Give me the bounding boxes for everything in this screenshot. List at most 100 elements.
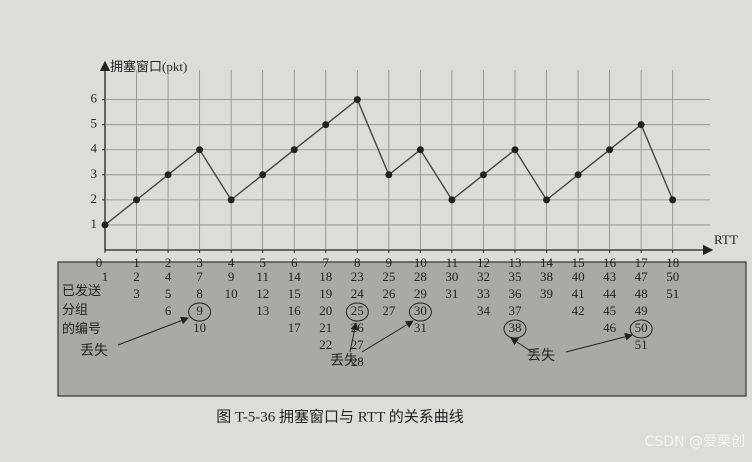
packet-number: 21 [319, 320, 332, 335]
point [196, 146, 204, 154]
annotation: 丢失 [527, 348, 555, 364]
packet-number: 32 [477, 269, 490, 284]
loss-circle [503, 319, 527, 339]
packet-number: 35 [509, 269, 522, 284]
x-tick-label: 13 [509, 255, 522, 270]
packet-number: 48 [635, 286, 648, 301]
point [385, 171, 393, 179]
x-tick-label: 1 [133, 255, 140, 270]
packet-number: 31 [445, 286, 458, 301]
loss-circle [188, 302, 212, 322]
packet-number: 23 [351, 269, 364, 284]
x-tick-label: 5 [259, 255, 266, 270]
packet-number: 51 [635, 337, 648, 352]
y-tick-label: 4 [91, 141, 98, 156]
packet-number: 10 [193, 320, 206, 335]
point [322, 121, 330, 129]
y-tick-label: 2 [91, 191, 98, 206]
point [101, 221, 109, 229]
loss-circle [408, 302, 432, 322]
point [543, 196, 551, 204]
packet-number: 28 [414, 269, 427, 284]
packet-number: 27 [382, 303, 396, 318]
x-tick-label: 9 [386, 255, 393, 270]
point [353, 96, 361, 104]
y-tick-label: 1 [91, 216, 98, 231]
x-tick-label: 18 [666, 255, 679, 270]
x-tick-label: 7 [323, 255, 330, 270]
annotation: 丢失 [80, 343, 108, 359]
packet-number: 51 [666, 286, 679, 301]
y-tick-label: 6 [91, 91, 98, 106]
point [164, 171, 172, 179]
x-tick-label: 14 [540, 255, 554, 270]
y-tick-label: 5 [91, 116, 98, 131]
row-label: 的编号 [62, 321, 101, 336]
packet-number: 29 [414, 286, 427, 301]
x-tick-label: 6 [291, 255, 298, 270]
packet-number: 16 [288, 303, 302, 318]
packet-number: 20 [319, 303, 332, 318]
point [290, 146, 298, 154]
x-tick-label: 8 [354, 255, 361, 270]
table-band [57, 261, 747, 397]
x-tick-label: 16 [603, 255, 617, 270]
packet-number: 6 [165, 303, 172, 318]
packet-number: 7 [196, 269, 203, 284]
packet-number: 37 [509, 303, 523, 318]
packet-number: 9 [228, 269, 235, 284]
watermark: CSDN @爱栗创 [645, 434, 745, 450]
packet-number: 49 [635, 303, 648, 318]
packet-number: 8 [196, 286, 203, 301]
packet-number: 9 [196, 303, 203, 318]
x-tick-label: 12 [477, 255, 490, 270]
caption: 图 T-5-36 拥塞窗口与 RTT 的关系曲线 [216, 407, 463, 425]
packet-number: 39 [540, 286, 553, 301]
packet-number: 1 [102, 269, 109, 284]
packet-number: 28 [351, 354, 364, 369]
packet-number: 43 [603, 269, 616, 284]
x-tick-label: 0 [96, 255, 103, 270]
packet-number: 26 [382, 286, 396, 301]
row-label: 已发送 [62, 283, 101, 298]
y-axis-label: 拥塞窗口(pkt) [110, 59, 187, 74]
packet-number: 44 [603, 286, 617, 301]
packet-number: 26 [351, 320, 365, 335]
packet-number: 12 [256, 286, 269, 301]
x-tick-label: 10 [414, 255, 427, 270]
point [511, 146, 519, 154]
packet-number: 18 [319, 269, 332, 284]
packet-number: 47 [635, 269, 649, 284]
packet-number: 22 [319, 337, 332, 352]
packet-number: 27 [351, 337, 365, 352]
point [259, 171, 267, 179]
packet-number: 3 [133, 286, 140, 301]
packet-number: 40 [572, 269, 585, 284]
point [606, 146, 614, 154]
packet-number: 30 [414, 303, 427, 318]
packet-number: 31 [414, 320, 427, 335]
packet-number: 38 [509, 320, 522, 335]
point [448, 196, 456, 204]
x-tick-label: 15 [572, 255, 585, 270]
loss-circle [629, 319, 653, 339]
packet-number: 11 [256, 269, 269, 284]
point [669, 196, 677, 204]
packet-number: 13 [256, 303, 269, 318]
packet-number: 25 [382, 269, 395, 284]
point [416, 146, 424, 154]
packet-number: 5 [165, 286, 172, 301]
packet-number: 4 [165, 269, 172, 284]
point [637, 121, 645, 129]
x-axis-label: RTT [714, 232, 738, 247]
packet-number: 33 [477, 286, 490, 301]
packet-number: 25 [351, 303, 364, 318]
packet-number: 50 [666, 269, 679, 284]
point [574, 171, 582, 179]
packet-number: 34 [477, 303, 491, 318]
y-tick-label: 3 [91, 166, 98, 181]
packet-number: 2 [133, 269, 140, 284]
packet-number: 42 [572, 303, 585, 318]
x-tick-label: 4 [228, 255, 235, 270]
packet-number: 24 [351, 286, 365, 301]
